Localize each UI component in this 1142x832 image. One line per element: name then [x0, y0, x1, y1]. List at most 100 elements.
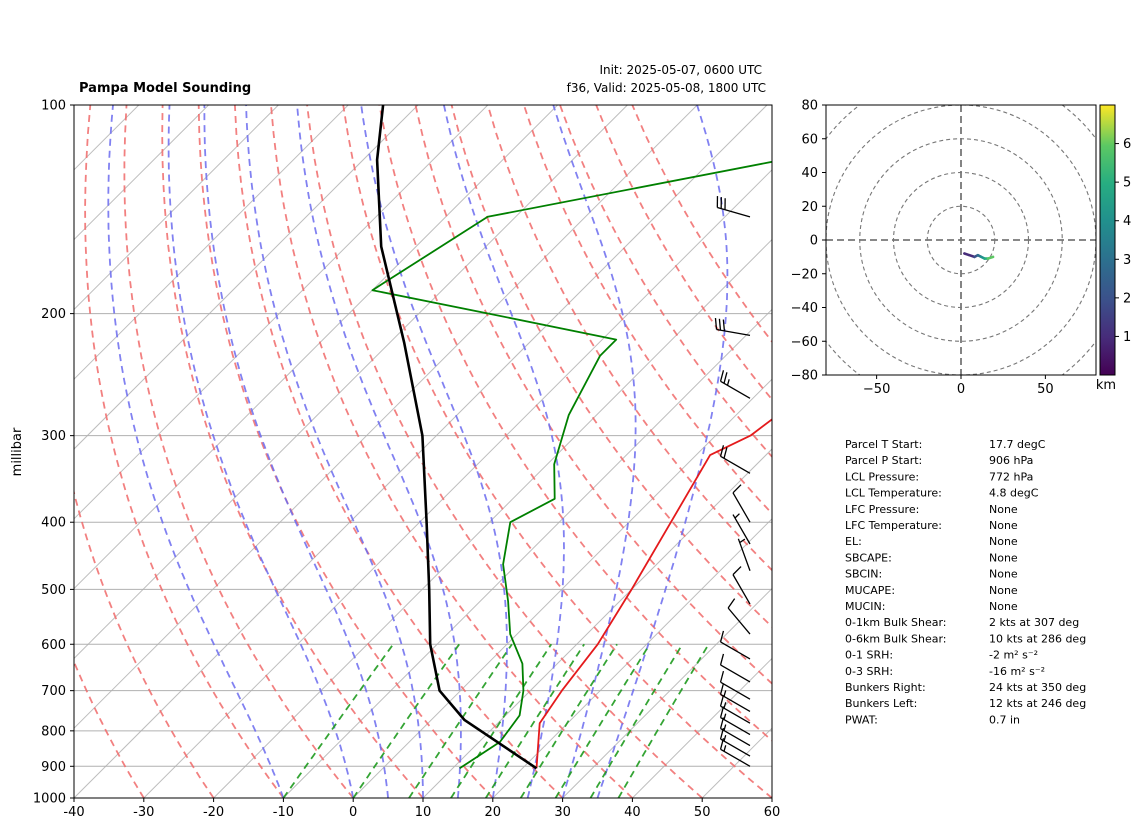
x-tick-label: -10	[273, 805, 294, 820]
wind-barb	[714, 318, 751, 337]
mixing-ratio-line	[352, 643, 460, 798]
wind-barb	[727, 598, 751, 635]
parameter-value: 10 kts at 286 deg	[989, 632, 1086, 645]
colorbar-gradient	[1099, 104, 1116, 376]
dry-adiabat-line	[123, 105, 354, 798]
dry-adiabat-line	[161, 105, 424, 798]
mixing-ratio-line	[589, 643, 684, 798]
y-tick-label: 900	[41, 760, 66, 775]
wind-barb-staff	[720, 748, 751, 767]
parameter-value: None	[989, 600, 1018, 613]
wind-barb-feather	[719, 670, 725, 683]
wind-barb-feather	[719, 445, 725, 457]
colorbar-tick-label: 6	[1123, 137, 1131, 152]
parameter-label: EL:	[845, 535, 862, 548]
wind-barb	[737, 538, 751, 571]
parcel-profile	[375, 105, 538, 770]
wind-barb-half-feather	[723, 734, 727, 742]
dry-adiabat-line	[342, 105, 772, 798]
moist-adiabat-line	[596, 105, 729, 798]
hodograph-y-tick-label: 20	[801, 200, 818, 215]
colorbar-tick-label: 5	[1123, 176, 1131, 191]
wind-barb-half-feather	[723, 690, 727, 697]
wind-barb-feather	[719, 738, 725, 750]
wind-barb-staff	[727, 607, 751, 635]
colorbar-tick-label: 4	[1123, 214, 1131, 229]
moist-adiabat-line	[107, 105, 285, 798]
dry-adiabat-line	[270, 105, 634, 798]
wind-barb-staff	[720, 738, 751, 757]
parameter-label: LCL Pressure:	[845, 470, 919, 483]
wind-barb-feather	[719, 727, 725, 740]
y-axis-label: millibar	[10, 427, 25, 476]
hodograph-y-tick-label: 0	[810, 234, 818, 249]
parameter-value: 0.7 in	[989, 713, 1020, 726]
wind-barb-half-feather	[723, 724, 727, 731]
wind-barb-staff	[720, 717, 751, 736]
wind-barb	[732, 566, 751, 605]
wind-barb-staff	[720, 641, 751, 660]
init-label: Init: 2025-05-07, 0600 UTC	[599, 63, 762, 77]
wind-barb	[719, 630, 751, 660]
wind-barb	[719, 738, 751, 767]
x-tick-label: 20	[485, 805, 502, 820]
isotherm-line	[492, 518, 772, 798]
parameter-label: 0-6km Bulk Shear:	[845, 632, 947, 645]
wind-barb-staff	[720, 693, 751, 712]
moist-adiabat-line	[167, 105, 355, 798]
moist-adiabat-line	[203, 105, 389, 798]
hodograph-segment	[986, 255, 995, 260]
parameter-value: 24 kts at 350 deg	[989, 681, 1086, 694]
dry-adiabat-line	[74, 489, 215, 798]
isotherm-line	[352, 378, 772, 798]
parameter-value: 12 kts at 246 deg	[989, 697, 1086, 710]
dry-adiabat-line	[306, 105, 703, 798]
parameter-label: LCL Temperature:	[845, 487, 942, 500]
x-tick-label: -40	[63, 805, 84, 820]
wind-barb-half-feather	[723, 713, 727, 720]
wind-barb	[719, 706, 751, 736]
parameter-value: None	[989, 535, 1018, 548]
parameter-label: Bunkers Right:	[845, 681, 926, 694]
mixing-ratio-line	[617, 643, 710, 798]
hodograph-y-tick-label: −20	[791, 267, 818, 282]
dry-adiabat-line	[523, 105, 772, 515]
wind-barb-staff	[720, 664, 751, 683]
x-tick-label: 10	[415, 805, 432, 820]
parameter-value: 2 kts at 307 deg	[989, 616, 1079, 629]
isotherm-line	[422, 448, 772, 798]
wind-barb	[719, 670, 751, 700]
hodograph-y-tick-label: −60	[791, 335, 818, 350]
wind-barb	[732, 484, 751, 523]
isotherm-line	[74, 105, 698, 729]
isotherm-line	[74, 105, 419, 450]
y-tick-label: 400	[41, 516, 66, 531]
y-tick-label: 1000	[33, 792, 66, 807]
wind-barb-feather	[723, 447, 728, 459]
wind-barb-half-feather	[726, 379, 730, 386]
wind-barb	[719, 653, 751, 683]
mixing-ratio-line	[450, 643, 553, 798]
hodograph-panel: −50 0 50 −80 −60 −40 −20 0 20 40 60 80	[791, 99, 1097, 397]
wind-barb-feather	[714, 318, 718, 330]
parameter-label: MUCIN:	[845, 600, 885, 613]
wind-barb-staff	[716, 328, 751, 337]
parameter-value: None	[989, 584, 1018, 597]
wind-barb-half-feather	[723, 702, 727, 709]
x-tick-label: 50	[694, 805, 711, 820]
wind-barb-staff	[720, 380, 751, 399]
x-tick-label: 60	[764, 805, 781, 820]
colorbar: 1 2 3 4 5 6 km	[1096, 104, 1131, 393]
parameter-label: MUCAPE:	[845, 584, 895, 597]
parameter-label: LFC Pressure:	[845, 503, 919, 516]
parameter-label: PWAT:	[845, 713, 878, 726]
wind-barb-feather	[719, 653, 725, 666]
dry-adiabat-line	[378, 105, 772, 742]
parameter-label: 0-1km Bulk Shear:	[845, 616, 947, 629]
isotherm-line	[74, 105, 768, 798]
hodograph-y-tick-label: −40	[791, 301, 818, 316]
parameter-value: None	[989, 551, 1018, 564]
parameter-label: SBCIN:	[845, 568, 882, 581]
wind-barb-staff	[732, 574, 751, 605]
